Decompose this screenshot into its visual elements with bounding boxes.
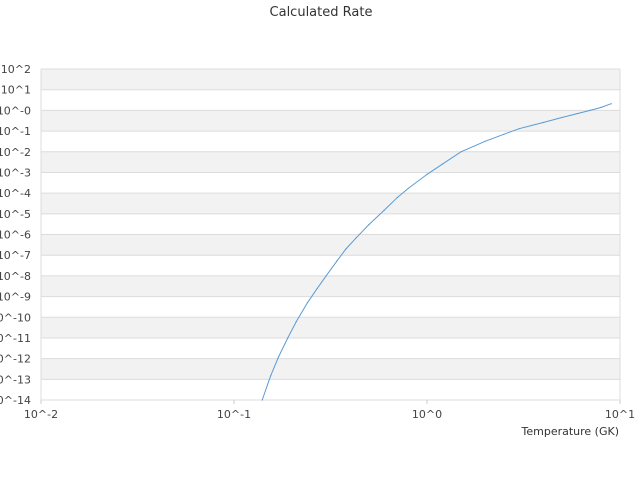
x-tick-label: 10^0 bbox=[412, 408, 442, 421]
data-point bbox=[355, 237, 357, 239]
gridlines bbox=[40, 68, 621, 401]
data-point bbox=[396, 197, 398, 199]
x-tick-label: 10^-1 bbox=[217, 408, 251, 421]
y-tick-label: 10^-3 bbox=[0, 166, 31, 179]
plot-band bbox=[41, 358, 620, 380]
y-tick-label: 10^-4 bbox=[0, 187, 31, 200]
data-point bbox=[576, 113, 578, 115]
x-tick-label: 10^1 bbox=[605, 408, 635, 421]
y-tick-label: 10^-11 bbox=[0, 332, 31, 345]
plot-band bbox=[41, 317, 620, 338]
data-point bbox=[589, 109, 591, 111]
data-point bbox=[610, 103, 612, 105]
series-group bbox=[261, 103, 612, 401]
plot-band bbox=[41, 110, 620, 132]
data-point bbox=[503, 133, 505, 135]
y-tick-label: 10^1 bbox=[1, 84, 31, 97]
plot-band bbox=[41, 234, 620, 256]
data-point bbox=[306, 302, 308, 304]
data-point bbox=[270, 375, 272, 377]
y-tick-label: 10^-0 bbox=[0, 104, 31, 117]
data-point bbox=[542, 121, 544, 124]
data-point bbox=[383, 209, 385, 211]
data-point bbox=[484, 140, 486, 142]
plot-band bbox=[41, 193, 620, 214]
chart-title: Calculated Rate bbox=[270, 5, 373, 20]
plot-band bbox=[41, 275, 620, 297]
y-tick-label: 10^-12 bbox=[0, 353, 31, 366]
data-point bbox=[345, 248, 347, 250]
data-point bbox=[441, 163, 443, 165]
data-point bbox=[561, 116, 563, 119]
data-point bbox=[460, 151, 462, 153]
data-point bbox=[336, 260, 338, 262]
plot-band bbox=[41, 69, 620, 90]
data-point bbox=[518, 128, 520, 130]
y-tick-label: 10^-10 bbox=[0, 311, 31, 324]
y-tick-label: 10^-14 bbox=[0, 394, 31, 407]
data-point bbox=[368, 224, 370, 226]
y-axis-ticks: 10^2 10^1 10^-0 10^-1 10^-2 10^-3 10^-4 10^-5 10… bbox=[0, 63, 31, 407]
data-point bbox=[325, 275, 327, 277]
plot-bands bbox=[41, 69, 620, 380]
y-tick-label: 10^-7 bbox=[0, 249, 31, 262]
data-point bbox=[277, 356, 280, 358]
data-point bbox=[295, 321, 297, 323]
data-point bbox=[407, 187, 409, 189]
y-tick-label: 10^-9 bbox=[0, 291, 31, 304]
data-point bbox=[426, 173, 428, 175]
plot-band bbox=[41, 151, 620, 173]
y-tick-label: 10^-13 bbox=[0, 373, 31, 386]
y-tick-label: 10^-6 bbox=[0, 229, 31, 242]
y-tick-label: 10^-2 bbox=[0, 146, 31, 159]
x-tick-label: 10^-2 bbox=[24, 408, 58, 421]
data-point bbox=[316, 287, 318, 289]
y-tick-label: 10^-8 bbox=[0, 270, 31, 283]
data-point bbox=[287, 337, 289, 339]
data-point bbox=[600, 106, 602, 108]
data-point bbox=[261, 399, 263, 401]
y-tick-label: 10^2 bbox=[1, 63, 31, 76]
y-tick-label: 10^-5 bbox=[0, 208, 31, 221]
x-axis-ticks: 10^-2 10^-1 10^0 10^1 bbox=[24, 400, 635, 421]
y-tick-label: 10^-1 bbox=[0, 125, 31, 138]
x-axis-label: Temperature (GK) bbox=[521, 425, 620, 438]
